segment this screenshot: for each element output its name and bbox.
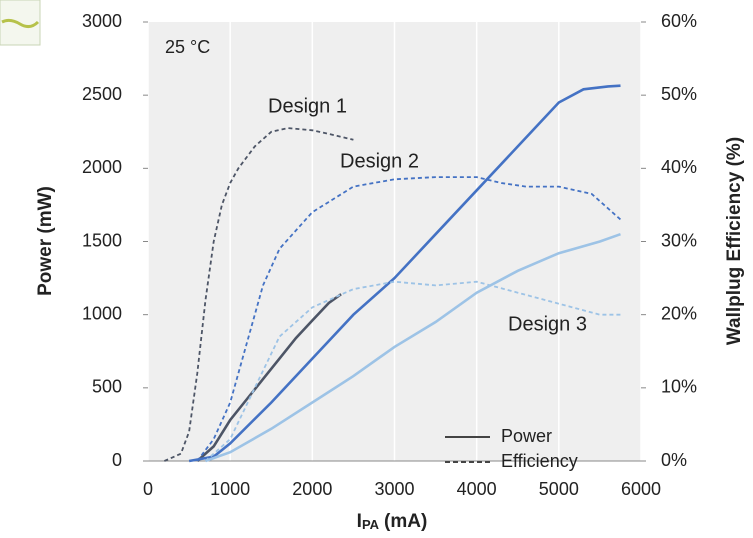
x-tick-label: 1000 [210,479,250,499]
y2-tick-label: 50% [661,84,697,104]
x-tick-label: 5000 [539,479,579,499]
x-tick-label: 3000 [374,479,414,499]
x-axis-title-unit: (mA) [384,511,427,532]
series-line [205,232,621,463]
y-tick-label: 1500 [82,230,122,250]
x-axis-title-main: I [357,511,362,532]
y-tick-label: 500 [92,377,122,397]
series-group [164,84,622,463]
y-tick-label: 0 [112,450,122,470]
y2-tick-label: 10% [661,377,697,397]
condition-label: 25 °C [165,37,210,57]
annotation: Design 2 [340,150,419,172]
y-tick-label: 1000 [82,303,122,323]
y2-tick-label: 60% [661,11,697,31]
annotation: Design 1 [268,95,347,117]
series-line [196,293,342,462]
series-line [188,84,621,463]
y2-tick-label: 40% [661,157,697,177]
grid [143,21,646,462]
x-tick-label: 2000 [292,479,332,499]
y-axis-title: Power (mW) [35,186,56,296]
x-axis-title-sub: PA [362,517,380,532]
x-axis-title: IPA (mA) [357,511,428,532]
y-tick-label: 3000 [82,11,122,31]
annotation: Design 3 [508,313,587,335]
legend-label: Power [501,426,552,446]
thumbnail-trace [1,18,40,29]
y-tick-label: 2000 [82,157,122,177]
series-line [204,280,621,462]
y2-tick-label: 0% [661,450,687,470]
y-tick-label: 2500 [82,84,122,104]
y2-tick-label: 30% [661,230,697,250]
series-line [164,127,354,462]
x-tick-label: 0 [143,479,153,499]
x-tick-label: 6000 [621,479,661,499]
y2-axis-title: Wallplug Efficiency (%) [724,137,745,345]
y2-tick-label: 20% [661,303,697,323]
legend-label: Efficiency [501,451,578,471]
x-tick-label: 4000 [457,479,497,499]
